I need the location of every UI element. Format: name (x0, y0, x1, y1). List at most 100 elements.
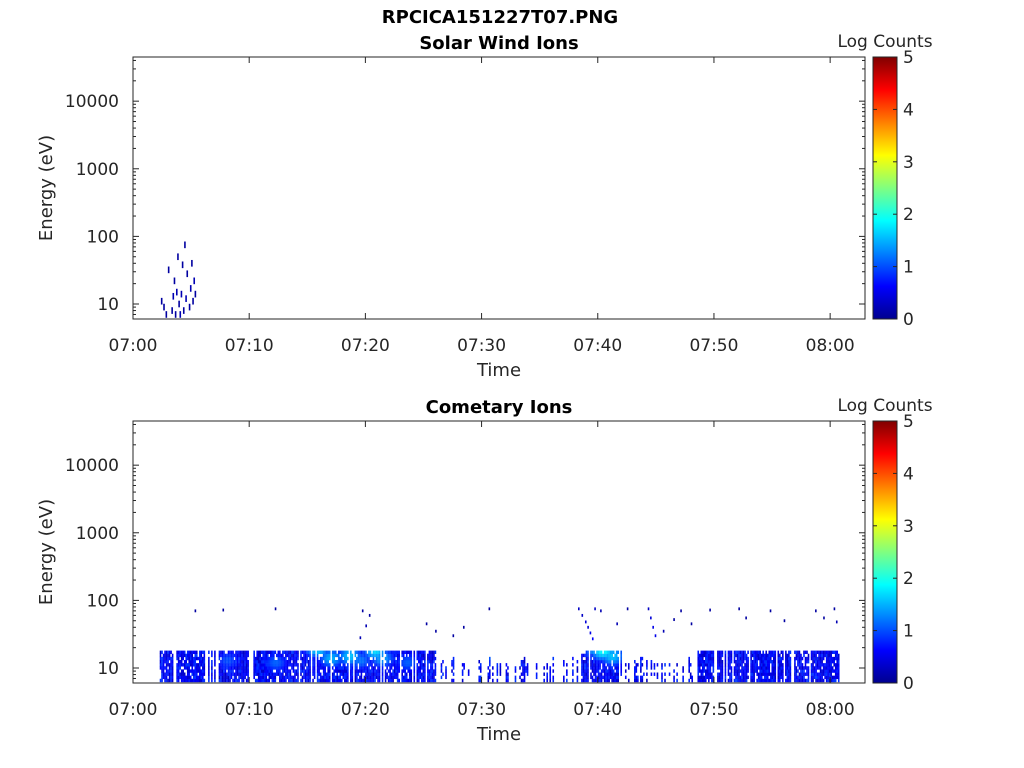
heatmap-cell (182, 650, 184, 655)
heatmap-cell (766, 659, 769, 664)
heatmap-cell (745, 659, 748, 664)
heatmap-cell (708, 675, 710, 680)
heatmap-cell (359, 675, 361, 680)
heatmap-cell (611, 678, 613, 683)
heatmap-cell (194, 653, 197, 658)
heatmap-cell (167, 659, 169, 664)
heatmap-cell (340, 650, 343, 655)
heatmap-cell (816, 678, 819, 683)
heatmap-cell (418, 678, 420, 683)
heatmap-cell (816, 675, 819, 680)
heatmap-cell (753, 666, 755, 670)
heatmap-cell (591, 653, 594, 658)
heatmap-cell (590, 672, 592, 676)
heatmap-cell (386, 666, 388, 670)
heatmap-cell (390, 666, 393, 670)
heatmap-cell (833, 669, 835, 673)
heatmap-cell (344, 678, 346, 683)
heatmap-cell (807, 656, 810, 661)
heatmap-cell (266, 672, 269, 676)
heatmap-cell (340, 659, 343, 664)
heatmap-cell (345, 656, 348, 661)
heatmap-cell (368, 666, 370, 670)
heatmap-cell (171, 656, 174, 661)
heatmap-cell (673, 678, 675, 683)
heatmap-cell (269, 669, 272, 673)
heatmap-cell (408, 653, 411, 658)
heatmap-cell (230, 666, 233, 670)
heatmap-cell (402, 659, 405, 664)
heatmap-cell (405, 675, 408, 680)
heatmap-cell (203, 653, 206, 658)
heatmap-cell (245, 659, 248, 664)
heatmap-cell (289, 675, 292, 680)
heatmap-cell (262, 666, 265, 670)
heatmap-cell (753, 656, 755, 661)
heatmap-cell (812, 675, 814, 680)
heatmap-cell (288, 672, 290, 676)
heatmap-cell (807, 678, 810, 683)
heatmap-cell (806, 656, 808, 661)
heatmap-cell (322, 675, 325, 680)
heatmap-cell (363, 669, 366, 673)
heatmap-cell (819, 669, 822, 673)
heatmap-cell (830, 653, 832, 658)
heatmap-cell (211, 666, 213, 670)
heatmap-cell (282, 678, 284, 683)
heatmap-cell (744, 653, 746, 658)
heatmap-cell (744, 669, 746, 673)
heatmap-cell (581, 656, 583, 661)
heatmap-cell (279, 675, 281, 680)
heatmap-cell (514, 678, 517, 683)
heatmap-cell (824, 663, 826, 667)
heatmap-cell (594, 656, 597, 661)
heatmap-cell (424, 675, 426, 680)
heatmap-cell (794, 669, 796, 673)
heatmap-cell (295, 656, 298, 661)
heatmap-cell (424, 650, 426, 655)
heatmap-cell (327, 650, 329, 655)
heatmap-cell (605, 659, 607, 664)
heatmap-cell (738, 675, 740, 680)
heatmap-cell (798, 656, 801, 661)
heatmap-cell (430, 656, 432, 661)
heatmap-cell (265, 672, 268, 676)
heatmap-cell (271, 663, 274, 667)
heatmap-cell (244, 656, 246, 661)
heatmap-cell (794, 650, 796, 655)
heatmap-cell (301, 663, 304, 667)
heatmap-cell (795, 675, 798, 680)
heatmap-cell (795, 650, 798, 655)
heatmap-cell (371, 672, 373, 676)
heatmap-cell (647, 607, 650, 611)
heatmap-cell (756, 669, 758, 673)
heatmap-cell (742, 659, 745, 664)
heatmap-cell (525, 666, 527, 670)
heatmap-cell (654, 634, 657, 638)
heatmap-cell (339, 650, 342, 655)
heatmap-cell (398, 650, 400, 655)
heatmap-cell (738, 678, 740, 683)
heatmap-cell (637, 675, 639, 680)
heatmap-cell (703, 678, 706, 683)
heatmap-cell (242, 656, 245, 661)
heatmap-cell (822, 672, 825, 676)
heatmap-cell (291, 666, 293, 670)
heatmap-cell (821, 678, 823, 683)
heatmap-cell (247, 653, 249, 658)
heatmap-cell (167, 656, 169, 661)
heatmap-cell (428, 675, 431, 680)
heatmap-cell (646, 672, 648, 676)
heatmap-cell (167, 678, 169, 683)
heatmap-cell (260, 672, 263, 676)
heatmap-cell (324, 653, 326, 658)
heatmap-cell (724, 656, 727, 661)
heatmap-cell (268, 650, 271, 655)
heatmap-cell (419, 675, 422, 680)
heatmap-cell (392, 650, 394, 655)
heatmap-cell (291, 653, 293, 658)
heatmap-cell (756, 656, 758, 661)
heatmap-cell (759, 656, 761, 661)
heatmap-cell (487, 675, 490, 680)
heatmap-cell (401, 669, 403, 673)
